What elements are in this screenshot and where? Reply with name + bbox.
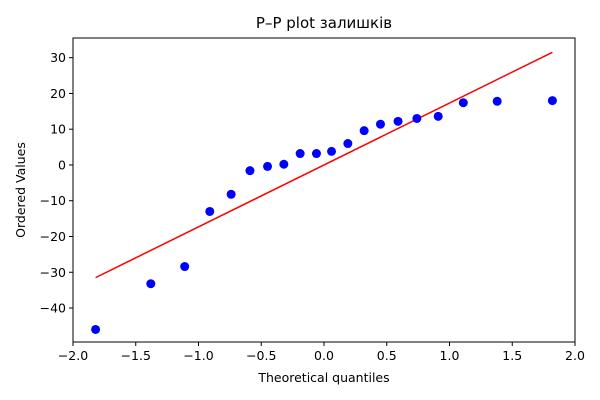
x-ticks: −2.0 −1.5 −1.0 −0.5 0.0 0.5 1.0 1.5 2.0 <box>58 342 585 363</box>
chart-title: P–P plot залишків <box>256 14 392 32</box>
y-tick-label: 20 <box>50 86 66 101</box>
x-tick-label: 0.5 <box>377 348 397 363</box>
fit-line-layer <box>95 51 553 279</box>
data-point <box>295 149 305 159</box>
x-tick-label: −1.0 <box>183 348 213 363</box>
data-point <box>458 98 468 108</box>
data-point <box>146 279 156 289</box>
y-tick-label: 30 <box>50 50 66 65</box>
x-tick-label: 0.0 <box>314 348 334 363</box>
data-point <box>311 149 321 159</box>
axes-frame <box>72 37 576 343</box>
data-point <box>245 166 255 176</box>
y-tick-label: 10 <box>50 122 66 137</box>
y-axis-label: Ordered Values <box>13 142 28 238</box>
data-point <box>433 111 443 121</box>
data-point <box>359 126 369 136</box>
fit-line <box>95 51 553 279</box>
x-tick-label: 1.5 <box>502 348 522 363</box>
y-tick-label: −20 <box>40 229 66 244</box>
data-point <box>226 189 236 199</box>
data-point <box>412 113 422 123</box>
data-point <box>263 161 273 171</box>
data-point <box>180 262 190 272</box>
y-tick-label: 0 <box>58 157 66 172</box>
data-point <box>492 96 502 106</box>
y-ticks: −40 −30 −20 −10 0 10 20 30 <box>40 50 73 316</box>
data-point <box>279 159 289 169</box>
data-point <box>375 119 385 129</box>
x-tick-label: 1.0 <box>440 348 460 363</box>
x-tick-label: −0.5 <box>246 348 276 363</box>
data-point <box>547 96 557 106</box>
x-axis-label: Theoretical quantiles <box>257 370 389 385</box>
y-tick-label: −10 <box>40 193 66 208</box>
x-tick-label: 2.0 <box>565 348 585 363</box>
data-point <box>327 146 337 156</box>
data-point <box>393 116 403 126</box>
y-tick-label: −30 <box>40 265 66 280</box>
data-point <box>91 324 101 334</box>
data-point <box>205 206 215 216</box>
x-tick-label: −2.0 <box>58 348 88 363</box>
points-layer <box>91 96 557 334</box>
x-tick-label: −1.5 <box>121 348 151 363</box>
y-tick-label: −40 <box>40 301 66 316</box>
data-point <box>343 139 353 149</box>
